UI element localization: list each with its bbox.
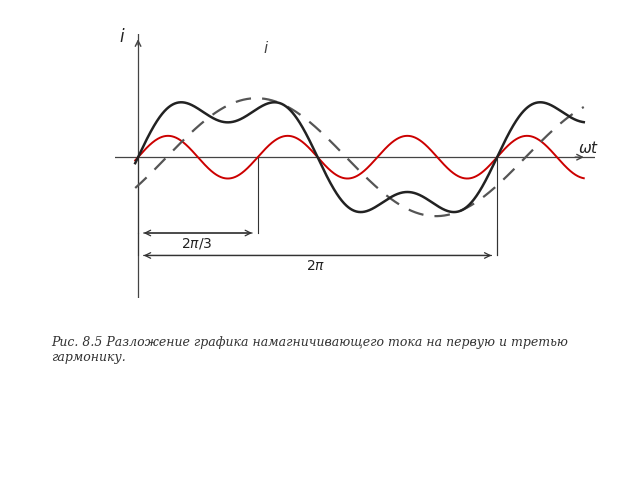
Text: $\omega t$: $\omega t$ <box>578 140 599 156</box>
Text: $2\pi$: $2\pi$ <box>306 259 326 273</box>
Text: Рис. 8.5 Разложение графика намагничивающего тока на первую и третью
гармонику.: Рис. 8.5 Разложение графика намагничиваю… <box>51 336 568 364</box>
Text: $2\pi/3$: $2\pi/3$ <box>180 236 212 251</box>
Text: i: i <box>120 28 124 46</box>
Text: i: i <box>264 41 268 56</box>
